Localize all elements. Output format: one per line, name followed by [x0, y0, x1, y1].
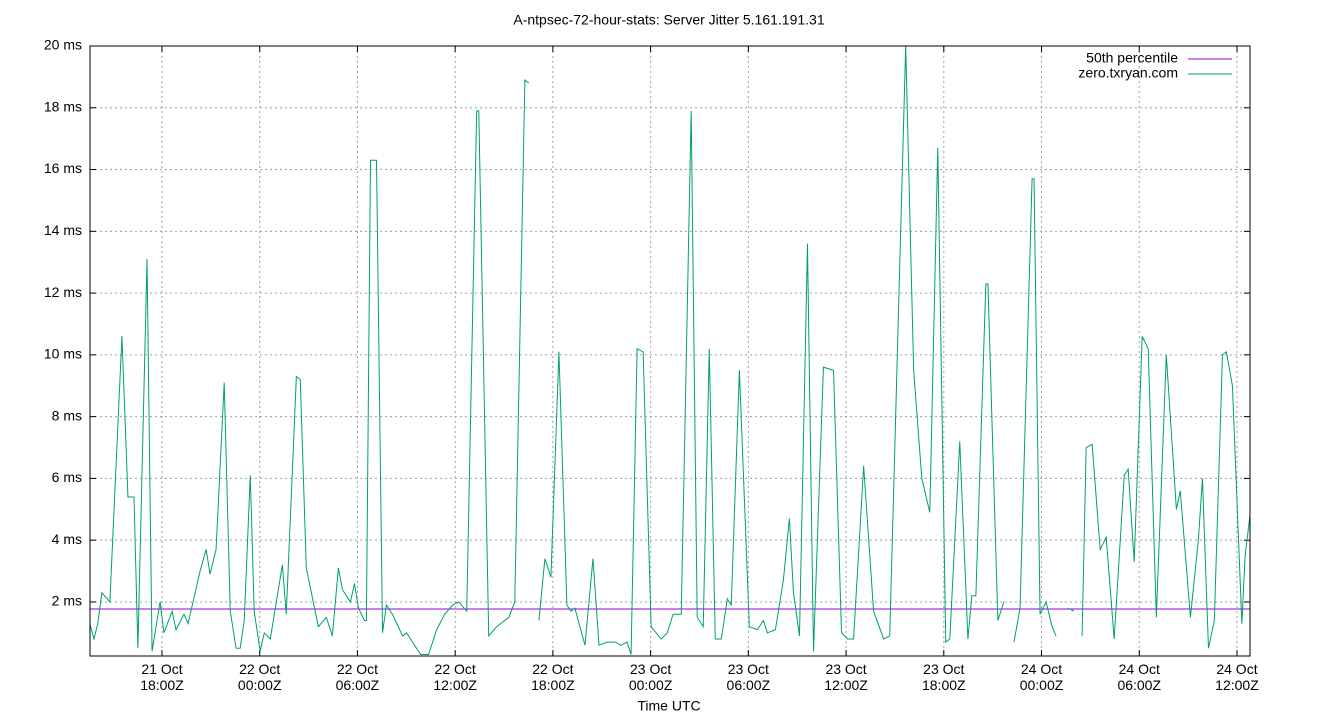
- x-tick-label: 22 Oct 18:00Z: [531, 661, 575, 693]
- y-tick-label: 20 ms: [44, 37, 82, 53]
- x-tick-label: 24 Oct 06:00Z: [1117, 661, 1161, 693]
- y-tick-label: 2 ms: [52, 593, 82, 609]
- x-tick-label: 23 Oct 12:00Z: [824, 661, 868, 693]
- x-tick-label: 22 Oct 00:00Z: [238, 661, 282, 693]
- x-tick-label: 23 Oct 18:00Z: [922, 661, 966, 693]
- x-tick-label: 23 Oct 06:00Z: [727, 661, 771, 693]
- x-tick-label: 21 Oct 18:00Z: [140, 661, 184, 693]
- x-tick-label: 22 Oct 12:00Z: [433, 661, 477, 693]
- plot-frame: [89, 45, 1251, 657]
- x-axis-label: Time UTC: [637, 698, 700, 714]
- y-tick-label: 12 ms: [44, 284, 82, 300]
- y-tick-label: 10 ms: [44, 346, 82, 362]
- x-tick-label: 24 Oct 12:00Z: [1215, 661, 1259, 693]
- x-tick-label: 24 Oct 00:00Z: [1020, 661, 1064, 693]
- y-tick-label: 18 ms: [44, 98, 82, 114]
- y-tick-label: 6 ms: [52, 469, 82, 485]
- y-tick-label: 16 ms: [44, 160, 82, 176]
- x-tick-label: 22 Oct 06:00Z: [336, 661, 380, 693]
- x-tick-label: 23 Oct 00:00Z: [629, 661, 673, 693]
- y-tick-label: 14 ms: [44, 222, 82, 238]
- y-tick-label: 8 ms: [52, 407, 82, 423]
- chart-title: A-ntpsec-72-hour-stats: Server Jitter 5.…: [513, 12, 824, 28]
- legend-label: 50th percentile: [1086, 50, 1178, 66]
- y-tick-label: 4 ms: [52, 531, 82, 547]
- legend-label: zero.txryan.com: [1078, 65, 1178, 81]
- series-line: [89, 45, 1251, 655]
